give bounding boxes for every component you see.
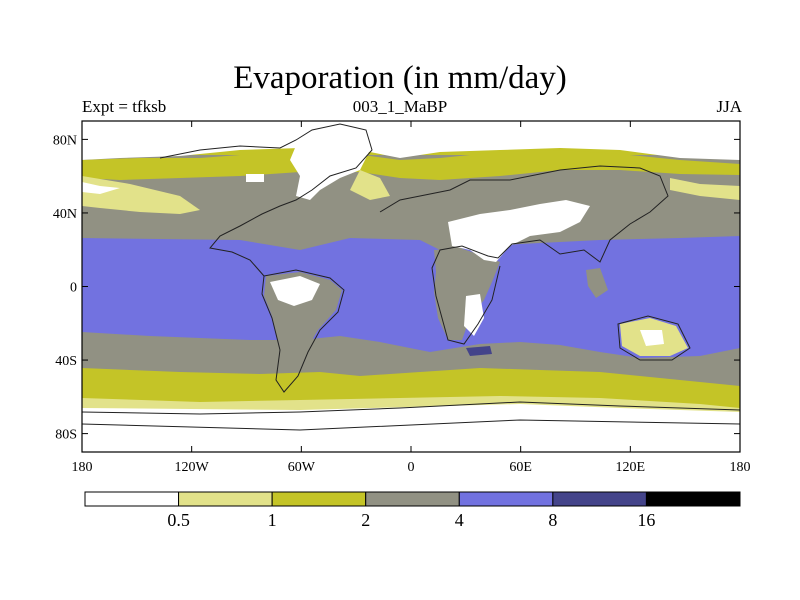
coast-south-america (261, 269, 345, 393)
field-north-pacific-west (82, 176, 200, 214)
season-label: JJA (716, 97, 742, 116)
y-tick-label: 80S (55, 428, 77, 443)
field-south-africa-dry (464, 294, 484, 336)
x-tick-label: 60E (509, 460, 532, 475)
colorbar-label: 4 (455, 510, 464, 530)
y-tick-label: 0 (70, 281, 77, 296)
coast-antarctica (82, 401, 740, 415)
field-north-pacific-east (670, 178, 740, 200)
colorbar-label: 16 (637, 510, 655, 530)
colorbar-label: 2 (361, 510, 370, 530)
coast-north-america (159, 123, 373, 277)
field-australia-dry (640, 330, 664, 346)
field-north-atlantic-yellow (350, 170, 390, 200)
coast-australia (617, 315, 691, 361)
colorbar-swatch (552, 491, 647, 507)
field-arctic (82, 121, 740, 160)
field-antarctica (82, 404, 740, 452)
field-maritime-continent (586, 268, 608, 298)
colorbar: 0.5 1 2 4 8 16 (84, 491, 741, 530)
y-tick-label: 40N (53, 207, 77, 222)
colorbar-swatch (458, 491, 554, 507)
y-tick-label: 40S (55, 354, 77, 369)
coastlines (82, 123, 740, 431)
x-tick-label: 120W (175, 460, 210, 475)
axis-ticks: 180 120W 60W 0 60E 120E 180 80N 40N 0 40S 80S (53, 121, 751, 475)
field-band-8-16 (466, 346, 492, 356)
field-subarctic (82, 150, 740, 180)
colorbar-label: 8 (548, 510, 557, 530)
colorbar-swatch (178, 491, 273, 507)
field-layer (82, 121, 740, 452)
experiment-label: Expt = tfksb (82, 97, 167, 116)
field-alaska-dry (82, 182, 120, 194)
x-tick-label: 60W (288, 460, 316, 475)
x-tick-label: 0 (408, 460, 415, 475)
field-hudson (246, 174, 264, 182)
period-label: 003_1_MaBP (352, 97, 448, 116)
x-tick-label: 120E (616, 460, 646, 475)
coast-antarctica-inner (82, 419, 740, 431)
field-africa (434, 248, 500, 340)
field-greenland (290, 136, 370, 200)
field-sahara-arabia (448, 200, 590, 262)
map-title: Evaporation (in mm/day) (233, 60, 567, 96)
colorbar-swatch (84, 491, 180, 507)
colorbar-swatch (645, 491, 741, 507)
x-tick-label: 180 (72, 460, 93, 475)
y-tick-label: 80N (53, 133, 77, 148)
colorbar-swatch (271, 491, 367, 507)
field-brazil-dry (270, 276, 320, 306)
colorbar-label: 0.5 (167, 510, 190, 530)
field-band-4-8 (82, 236, 740, 358)
x-tick-label: 180 (730, 460, 751, 475)
coast-eurasia-africa (379, 165, 669, 345)
colorbar-label: 1 (268, 510, 277, 530)
colorbar-swatch (365, 491, 460, 507)
